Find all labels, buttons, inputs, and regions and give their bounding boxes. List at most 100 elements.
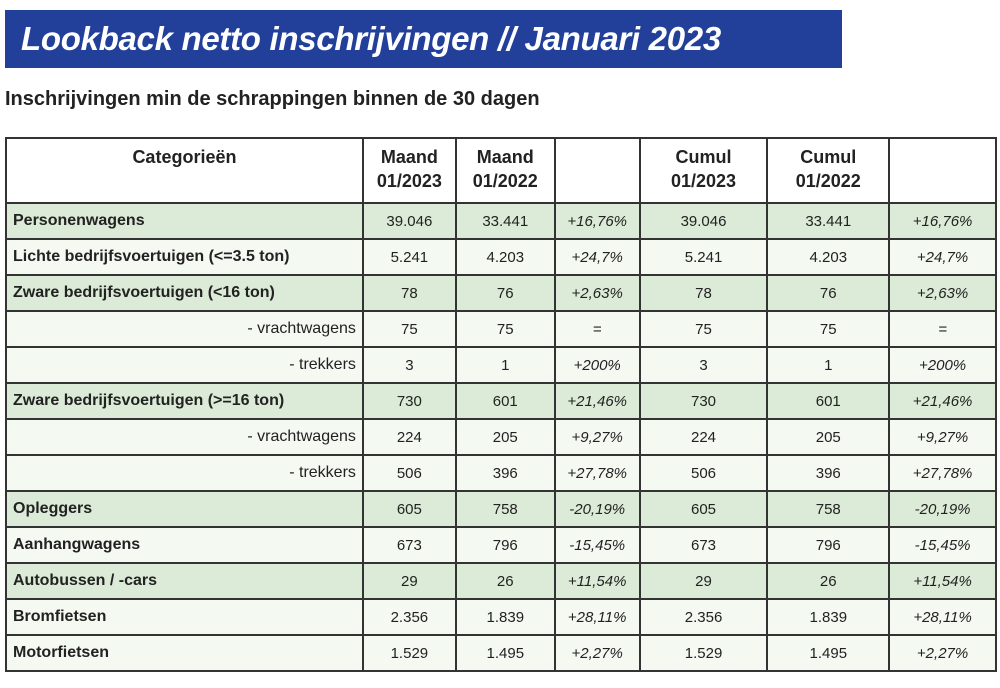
change-percent-cell: +24,7% <box>888 238 997 276</box>
category-label: - vrachtwagens <box>5 418 364 456</box>
change-percent-cell: +16,76% <box>888 202 997 240</box>
value-cell: 605 <box>361 490 457 528</box>
change-percent-cell: -20,19% <box>553 490 641 528</box>
value-cell: 4.203 <box>454 238 556 276</box>
value-cell: 1 <box>766 346 891 384</box>
value-cell: 5.241 <box>361 238 457 276</box>
value-cell: 396 <box>454 454 556 492</box>
page-title-banner: Lookback netto inschrijvingen // Januari… <box>5 10 842 68</box>
value-cell: 39.046 <box>638 202 769 240</box>
value-cell: 506 <box>361 454 457 492</box>
value-cell: 75 <box>766 310 891 348</box>
value-cell: 39.046 <box>361 202 457 240</box>
value-cell: 796 <box>454 526 556 564</box>
value-cell: 33.441 <box>454 202 556 240</box>
change-percent-cell: +200% <box>553 346 641 384</box>
value-cell: 673 <box>361 526 457 564</box>
value-cell: 730 <box>638 382 769 420</box>
value-cell: 1.839 <box>454 598 556 636</box>
change-percent-cell: +16,76% <box>553 202 641 240</box>
value-cell: 76 <box>454 274 556 312</box>
value-cell: 1.495 <box>766 634 891 672</box>
value-cell: 3 <box>361 346 457 384</box>
value-cell: 76 <box>766 274 891 312</box>
category-label: Motorfietsen <box>5 634 364 672</box>
change-percent-cell: +28,11% <box>553 598 641 636</box>
change-percent-cell: -15,45% <box>888 526 997 564</box>
change-percent-cell: +2,27% <box>888 634 997 672</box>
table-row: - trekkers 506 396 +27,78% 506 396 +27,78% <box>5 454 997 492</box>
value-cell: 29 <box>638 562 769 600</box>
table-row: Autobussen / -cars 29 26 +11,54% 29 26 +11,54% <box>5 562 997 600</box>
change-percent-cell: +21,46% <box>553 382 641 420</box>
table-row: - vrachtwagens 224 205 +9,27% 224 205 +9,27% <box>5 418 997 456</box>
change-percent-cell: +21,46% <box>888 382 997 420</box>
category-label: Opleggers <box>5 490 364 528</box>
category-label: - trekkers <box>5 454 364 492</box>
change-percent-cell: +24,7% <box>553 238 641 276</box>
value-cell: 758 <box>454 490 556 528</box>
table-row: - trekkers 3 1 +200% 3 1 +200% <box>5 346 997 384</box>
value-cell: 224 <box>361 418 457 456</box>
value-cell: 601 <box>454 382 556 420</box>
table-row: Opleggers 605 758 -20,19% 605 758 -20,19% <box>5 490 997 528</box>
value-cell: 506 <box>638 454 769 492</box>
column-header: Maand 01/2022 <box>454 137 556 204</box>
value-cell: 4.203 <box>766 238 891 276</box>
value-cell: 29 <box>361 562 457 600</box>
value-cell: 75 <box>361 310 457 348</box>
table-header-row: Categorieën Maand 01/2023 Maand 01/2022 Cumul… <box>5 137 997 204</box>
change-percent-cell: +9,27% <box>888 418 997 456</box>
table-row: Aanhangwagens 673 796 -15,45% 673 796 -15,45% <box>5 526 997 564</box>
value-cell: 796 <box>766 526 891 564</box>
value-cell: 730 <box>361 382 457 420</box>
category-label: Bromfietsen <box>5 598 364 636</box>
value-cell: 205 <box>766 418 891 456</box>
change-percent-cell: -20,19% <box>888 490 997 528</box>
category-label: - trekkers <box>5 346 364 384</box>
value-cell: 601 <box>766 382 891 420</box>
category-label: Personenwagens <box>5 202 364 240</box>
value-cell: 5.241 <box>638 238 769 276</box>
value-cell: 1.529 <box>361 634 457 672</box>
value-cell: 758 <box>766 490 891 528</box>
value-cell: 1.495 <box>454 634 556 672</box>
table-row: Lichte bedrijfsvoertuigen (<=3.5 ton) 5.2… <box>5 238 997 276</box>
table-row: Bromfietsen 2.356 1.839 +28,11% 2.356 1.839 +2… <box>5 598 997 636</box>
category-label: Zware bedrijfsvoertuigen (<16 ton) <box>5 274 364 312</box>
column-header: Cumul 01/2022 <box>766 137 891 204</box>
change-percent-cell: = <box>888 310 997 348</box>
change-percent-cell: +27,78% <box>888 454 997 492</box>
change-percent-cell: +200% <box>888 346 997 384</box>
change-percent-cell: +27,78% <box>553 454 641 492</box>
column-header: Cumul 01/2023 <box>638 137 769 204</box>
value-cell: 75 <box>454 310 556 348</box>
change-percent-cell: +28,11% <box>888 598 997 636</box>
value-cell: 1.529 <box>638 634 769 672</box>
column-header: Categorieën <box>5 137 364 204</box>
value-cell: 75 <box>638 310 769 348</box>
registrations-table: Categorieën Maand 01/2023 Maand 01/2022 Cumul… <box>5 137 997 672</box>
category-label: Zware bedrijfsvoertuigen (>=16 ton) <box>5 382 364 420</box>
change-percent-cell: = <box>553 310 641 348</box>
column-header <box>888 137 997 204</box>
table-row: Personenwagens 39.046 33.441 +16,76% 39.046 3… <box>5 202 997 240</box>
column-header <box>553 137 641 204</box>
category-label: Autobussen / -cars <box>5 562 364 600</box>
change-percent-cell: +2,63% <box>553 274 641 312</box>
category-label: Aanhangwagens <box>5 526 364 564</box>
change-percent-cell: +11,54% <box>553 562 641 600</box>
change-percent-cell: -15,45% <box>553 526 641 564</box>
value-cell: 396 <box>766 454 891 492</box>
column-header: Maand 01/2023 <box>361 137 457 204</box>
subtitle: Inschrijvingen min de schrappingen binne… <box>5 88 540 110</box>
value-cell: 26 <box>766 562 891 600</box>
table-row: Motorfietsen 1.529 1.495 +2,27% 1.529 1.495 +2… <box>5 634 997 672</box>
value-cell: 1 <box>454 346 556 384</box>
change-percent-cell: +2,27% <box>553 634 641 672</box>
table-row: Zware bedrijfsvoertuigen (<16 ton) 78 76 +2… <box>5 274 997 312</box>
value-cell: 3 <box>638 346 769 384</box>
change-percent-cell: +9,27% <box>553 418 641 456</box>
value-cell: 78 <box>361 274 457 312</box>
value-cell: 673 <box>638 526 769 564</box>
